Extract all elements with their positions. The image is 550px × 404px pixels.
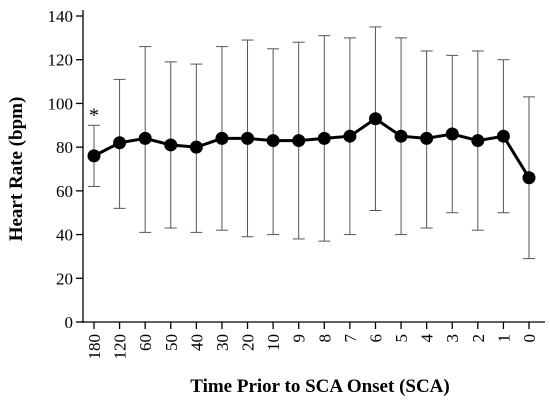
x-tick-label: 5 <box>392 334 411 343</box>
x-tick-label: 60 <box>136 334 155 351</box>
data-point <box>215 131 229 145</box>
data-point <box>87 149 101 163</box>
x-tick-label: 10 <box>264 334 283 351</box>
data-point <box>420 131 434 145</box>
y-tick-label: 20 <box>56 269 73 288</box>
data-point <box>343 129 357 143</box>
x-tick-label: 30 <box>213 334 232 351</box>
x-tick-label: 20 <box>239 334 258 351</box>
x-tick-label: 4 <box>418 334 437 343</box>
data-point <box>266 134 280 148</box>
heart-rate-line <box>93 116 531 179</box>
data-point <box>138 131 152 145</box>
data-point <box>368 112 382 126</box>
data-point <box>317 131 331 145</box>
series-line <box>93 116 531 179</box>
data-point <box>496 129 510 143</box>
error-bars <box>88 26 535 260</box>
data-point <box>113 136 127 150</box>
x-axis-title: Time Prior to SCA Onset (SCA) <box>190 376 449 397</box>
x-tick-label: 7 <box>341 334 360 343</box>
data-point <box>164 138 178 152</box>
data-point <box>189 140 203 154</box>
y-tick-label: 120 <box>48 51 74 70</box>
data-point <box>394 129 408 143</box>
x-tick-label: 180 <box>85 334 104 360</box>
x-tick-label: 8 <box>315 334 334 343</box>
y-tick-label: 100 <box>48 94 74 113</box>
y-tick-label: 40 <box>56 226 73 245</box>
y-tick-label: 80 <box>56 138 73 157</box>
data-point <box>241 131 255 145</box>
x-tick-label: 9 <box>290 334 309 343</box>
data-point <box>471 134 485 148</box>
data-point <box>445 127 459 141</box>
x-tick-label: 50 <box>162 334 181 351</box>
x-tick-label: 0 <box>520 334 539 343</box>
x-tick-label: 120 <box>111 334 130 360</box>
x-tick-label: 6 <box>366 334 385 343</box>
y-axis-title: Heart Rate (bpm) <box>6 97 27 242</box>
data-points <box>87 112 536 185</box>
x-tick-label: 40 <box>187 334 206 351</box>
x-tick-label: 2 <box>469 334 488 343</box>
data-point <box>522 171 536 185</box>
x-tick-label: 1 <box>494 334 513 343</box>
y-tick-label: 60 <box>56 182 73 201</box>
y-tick-label: 0 <box>65 313 74 332</box>
axes <box>76 10 545 329</box>
y-tick-label: 140 <box>48 7 74 26</box>
data-point <box>292 134 306 148</box>
x-tick-label: 3 <box>443 334 462 343</box>
significance-annotation: * <box>89 104 99 126</box>
